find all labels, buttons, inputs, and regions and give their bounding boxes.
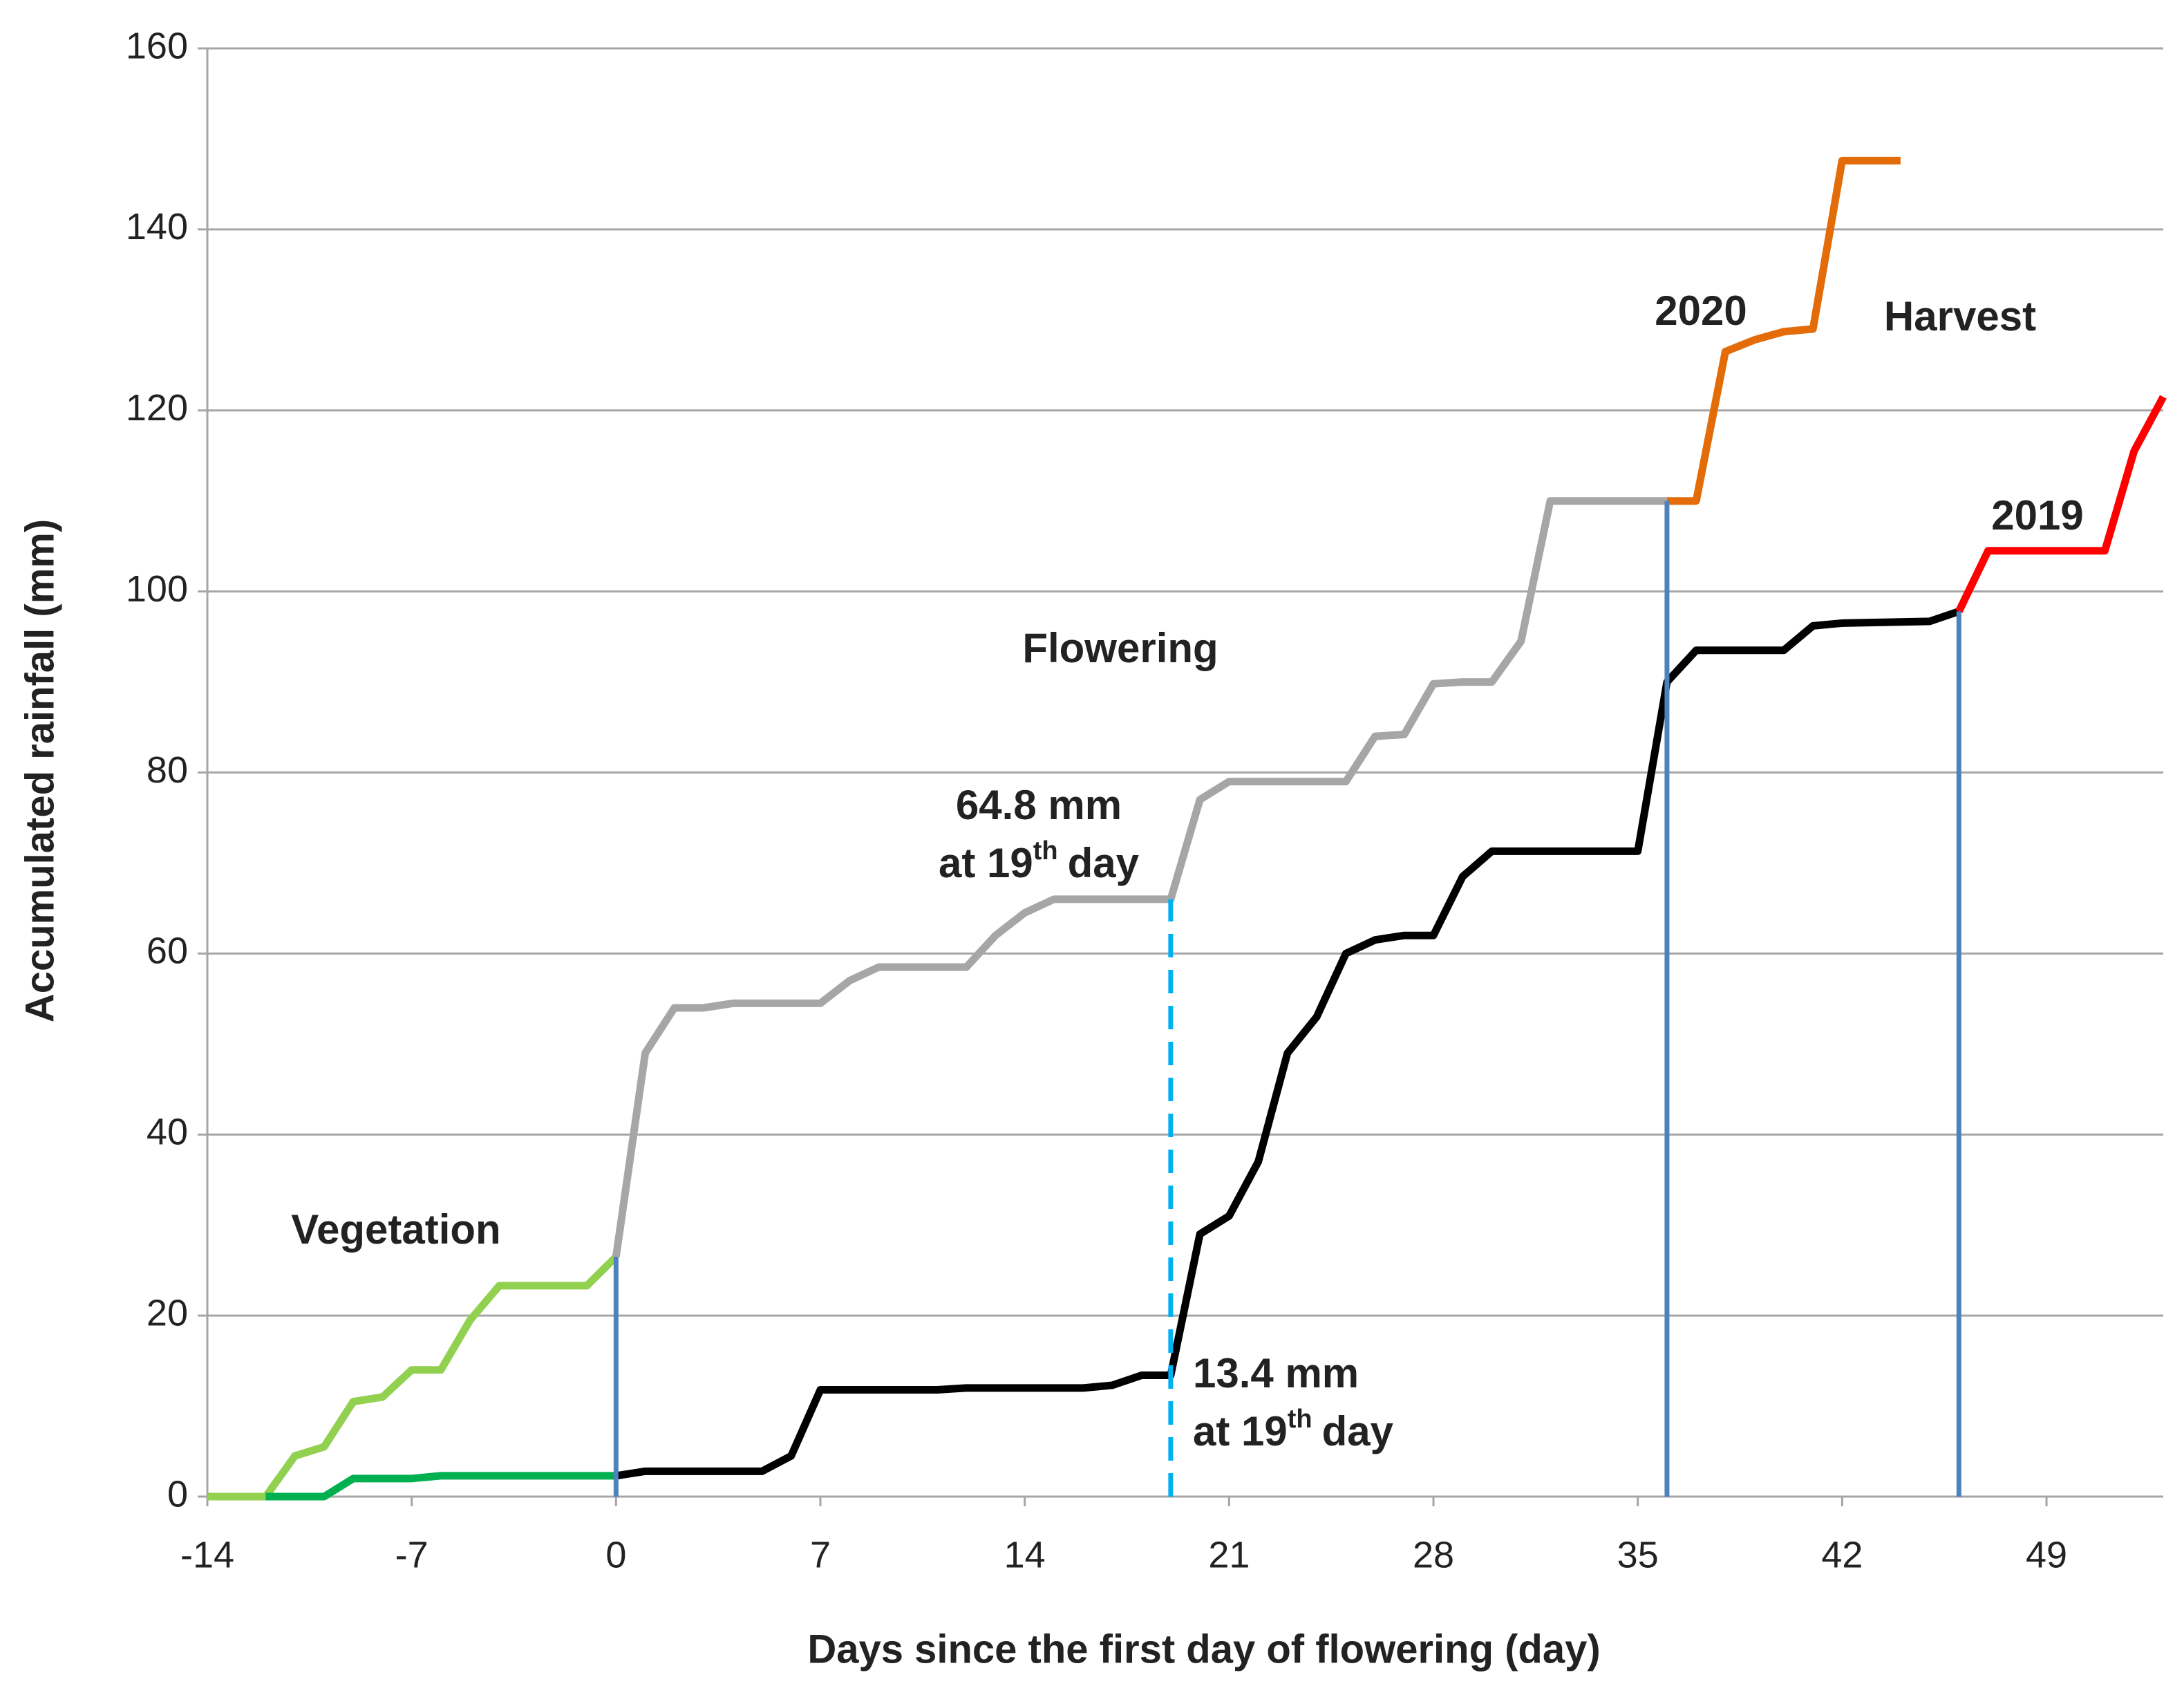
annotation-part: at 19 bbox=[1193, 1408, 1288, 1454]
x-tick-label: 14 bbox=[1004, 1534, 1046, 1575]
y-tick-label: 120 bbox=[126, 387, 188, 429]
series-line bbox=[612, 497, 1667, 1257]
x-tick-label: 49 bbox=[2026, 1534, 2067, 1575]
x-tick-label: 28 bbox=[1413, 1534, 1454, 1575]
x-tick-label: 42 bbox=[1821, 1534, 1863, 1575]
series-line bbox=[615, 608, 1961, 1480]
annotation-part: at 19 bbox=[939, 840, 1033, 886]
y-tick-label: 20 bbox=[147, 1292, 188, 1333]
y-tick-label: 100 bbox=[126, 568, 188, 610]
annotation: 2020 bbox=[1655, 288, 1747, 334]
series-line bbox=[1955, 395, 2167, 613]
annotation-part: day bbox=[1322, 1408, 1394, 1454]
y-tick-label: 160 bbox=[126, 25, 188, 66]
x-tick-label: 7 bbox=[810, 1534, 831, 1575]
annotation: at 19th day bbox=[939, 836, 1140, 886]
y-axis-title: Accumulated rainfall (mm) bbox=[17, 519, 62, 1022]
series-line bbox=[1666, 156, 1901, 505]
series-line bbox=[265, 1472, 616, 1501]
annotation: 64.8 mm bbox=[956, 782, 1122, 828]
y-tick-label: 80 bbox=[147, 749, 188, 791]
annotation: 13.4 mm bbox=[1193, 1350, 1359, 1396]
annotation: Vegetation bbox=[291, 1206, 500, 1253]
x-axis-title: Days since the first day of flowering (d… bbox=[807, 1627, 1600, 1671]
annotation: Flowering bbox=[1022, 625, 1218, 671]
y-tick-label: 140 bbox=[126, 206, 188, 247]
x-tick-label: 0 bbox=[605, 1534, 626, 1575]
annotation-superscript: th bbox=[1288, 1405, 1312, 1434]
annotation-part: day bbox=[1068, 840, 1140, 886]
x-tick-label: 35 bbox=[1617, 1534, 1659, 1575]
x-tick-label: -7 bbox=[395, 1534, 429, 1575]
x-tick-label: -14 bbox=[180, 1534, 234, 1575]
x-tick-label: 21 bbox=[1208, 1534, 1250, 1575]
annotation-superscript: th bbox=[1033, 836, 1058, 865]
annotation: 2019 bbox=[1991, 492, 2083, 539]
series-line bbox=[207, 1254, 619, 1501]
annotation: at 19th day bbox=[1193, 1405, 1394, 1454]
annotation: Harvest bbox=[1884, 293, 2036, 339]
y-tick-label: 60 bbox=[147, 930, 188, 972]
y-tick-label: 0 bbox=[167, 1473, 188, 1515]
y-tick-label: 40 bbox=[147, 1112, 188, 1153]
